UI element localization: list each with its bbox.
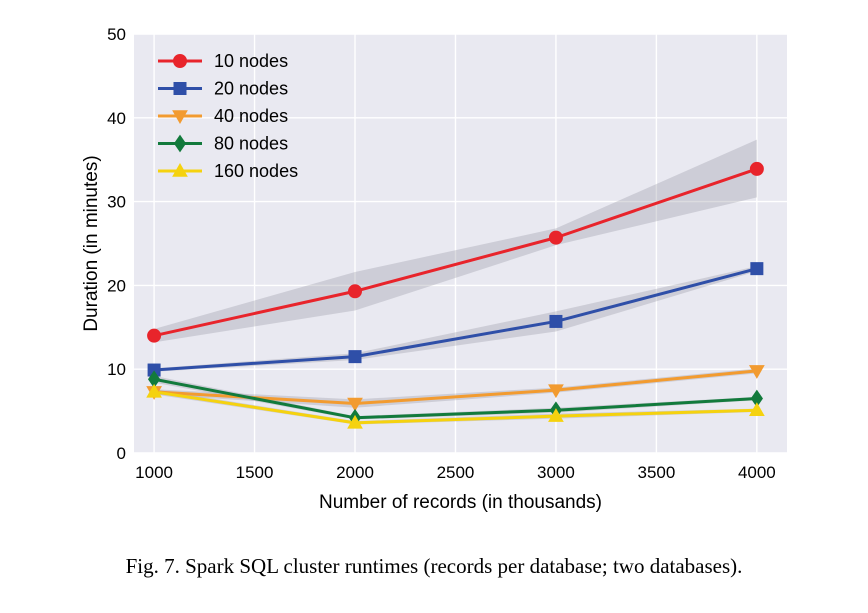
data-point: [347, 414, 363, 429]
legend-marker: [173, 54, 187, 68]
legend-marker: [173, 82, 187, 95]
data-point: [750, 262, 764, 276]
data-point: [147, 328, 162, 343]
grid: [134, 33, 787, 454]
legend-label: 160 nodes: [214, 161, 298, 181]
data-point: [146, 383, 162, 398]
legend-marker: [173, 134, 187, 153]
y-tick-label: 30: [107, 193, 126, 212]
legend-label: 80 nodes: [214, 134, 288, 154]
x-tick-label: 3500: [637, 463, 675, 482]
data-point: [347, 397, 363, 412]
x-tick-label: 3000: [537, 463, 575, 482]
band-2: [154, 368, 757, 408]
data-point: [549, 314, 563, 328]
series-line-1: [153, 267, 758, 372]
legend-marker: [172, 110, 188, 125]
data-point: [749, 161, 764, 176]
series-lines: [153, 167, 758, 425]
tick-labels: 1000 1500 2000 2500 3000 3500 4000 0 10 20 30 40 50: [107, 25, 776, 482]
data-point: [748, 402, 765, 417]
y-tick-label: 50: [107, 25, 126, 44]
legend-label: 10 nodes: [214, 51, 288, 71]
y-tick-label: 10: [107, 360, 126, 379]
legend-label: 40 nodes: [214, 106, 288, 126]
x-tick-label: 1500: [236, 463, 274, 482]
data-point: [548, 230, 563, 245]
series-line-3: [153, 377, 757, 420]
band-0: [154, 139, 757, 343]
legend: 10 nodes 20 nodes 40 nodes 80 nodes 160 node…: [158, 51, 298, 181]
plot-area: [134, 34, 787, 453]
x-axis-label: Number of records (in thousands): [319, 492, 602, 513]
legend-marker: [172, 162, 188, 177]
y-tick-label: 40: [107, 109, 126, 128]
y-tick-label: 20: [107, 276, 126, 295]
y-tick-label: 0: [117, 444, 126, 463]
x-tick-label: 2000: [336, 463, 374, 482]
x-tick-label: 4000: [738, 463, 776, 482]
data-point: [348, 284, 363, 299]
x-tick-label: 2500: [437, 463, 475, 482]
data-point: [348, 350, 362, 364]
y-axis-label: Duration (in minutes): [81, 155, 102, 331]
data-point: [548, 384, 564, 399]
series-markers: [146, 161, 765, 429]
x-tick-label: 1000: [135, 463, 173, 482]
series-line-0: [153, 167, 758, 338]
figure-caption: Fig. 7. Spark SQL cluster runtimes (reco…: [125, 554, 743, 578]
series-line-4: [153, 390, 757, 425]
data-point: [548, 408, 564, 422]
data-point: [748, 365, 765, 379]
legend-label: 20 nodes: [214, 79, 288, 99]
